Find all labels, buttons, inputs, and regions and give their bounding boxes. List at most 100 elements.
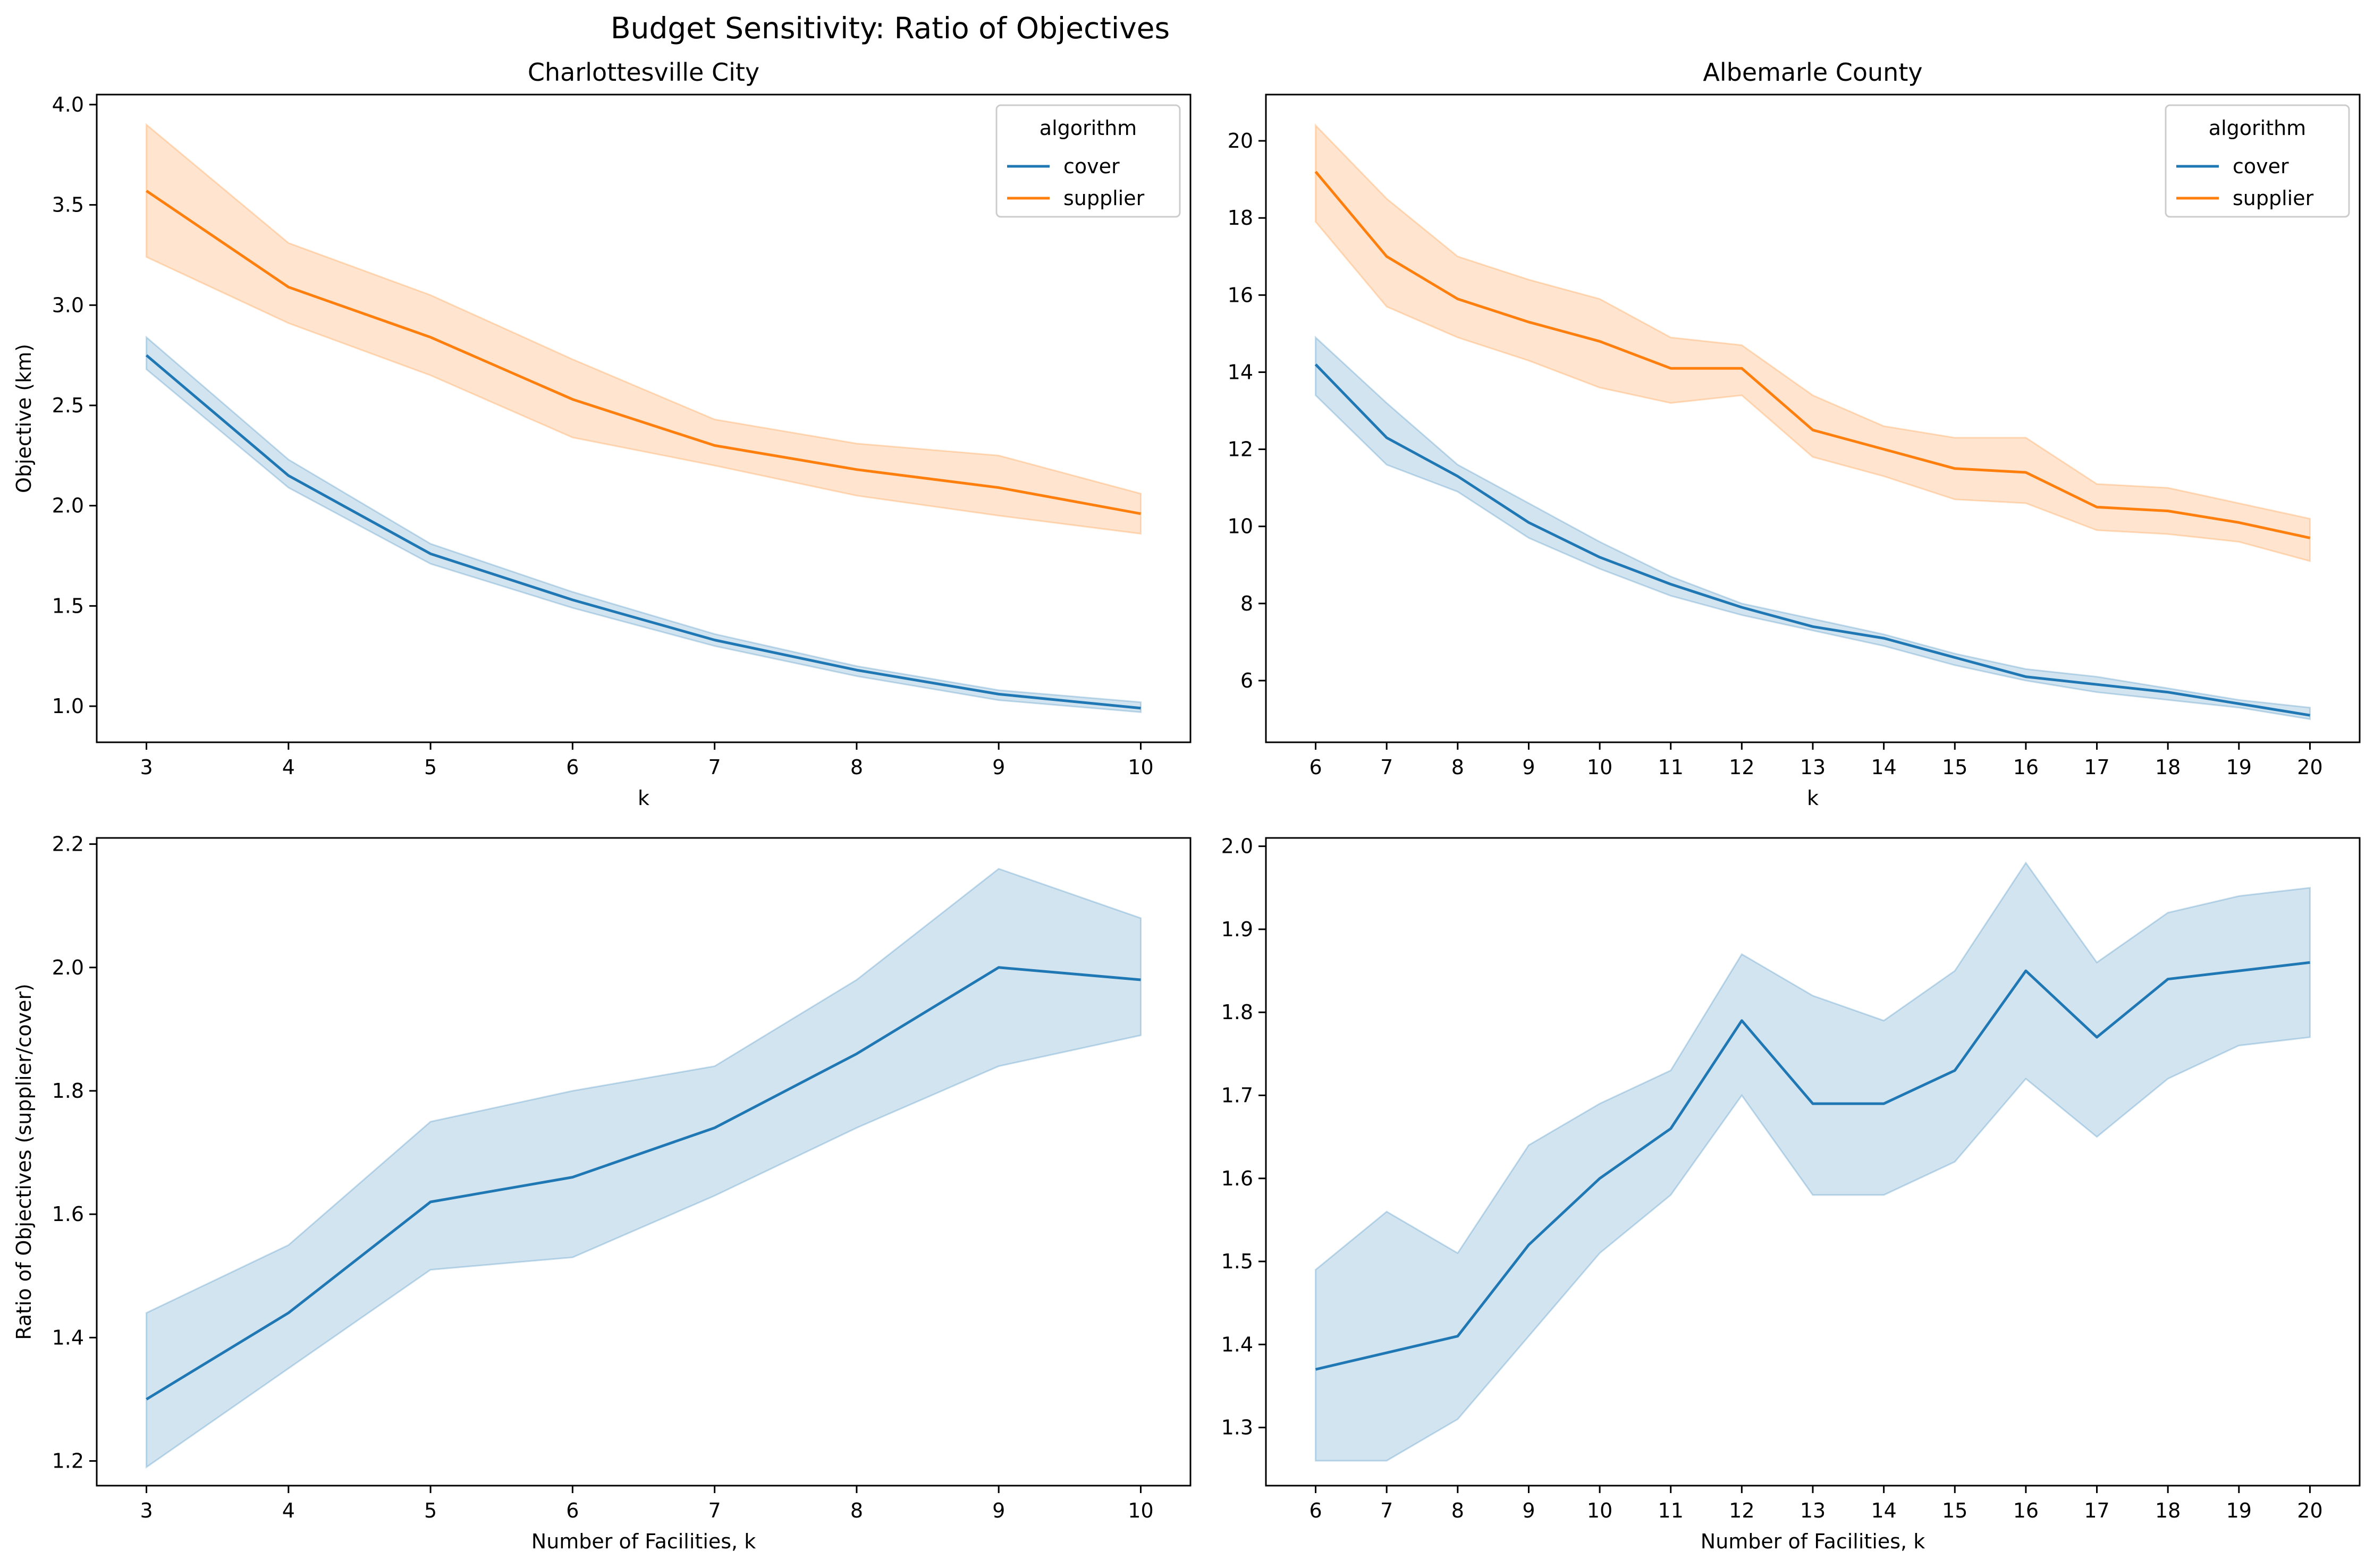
- cover-point: [856, 670, 857, 671]
- cover-point: [1528, 522, 1529, 523]
- x-tick-label: 16: [2013, 756, 2039, 779]
- y-tick-label: 14: [1228, 360, 1253, 384]
- figure-suptitle: Budget Sensitivity: Ratio of Objectives: [611, 11, 1170, 45]
- x-tick-label: 8: [1451, 1499, 1464, 1522]
- x-axis-label: k: [1807, 786, 1819, 810]
- y-tick-label: 1.0: [52, 694, 84, 718]
- y-tick-label: 6: [1240, 669, 1253, 692]
- x-tick-label: 6: [566, 1499, 579, 1522]
- x-tick-label: 5: [424, 1499, 437, 1522]
- x-tick-label: 10: [1128, 756, 1153, 779]
- y-tick-label: 1.9: [1221, 918, 1253, 941]
- cville-objective-axes-frame: [96, 94, 1192, 743]
- x-tick-label: 4: [282, 1499, 295, 1522]
- y-tick-label: 1.5: [1221, 1250, 1253, 1273]
- y-axis-label: Objective (km): [12, 344, 36, 493]
- x-tick-label: 20: [2297, 1499, 2322, 1522]
- x-tick-label: 5: [424, 756, 437, 779]
- y-tick-label: 2.0: [1221, 835, 1253, 858]
- x-tick-label: 11: [1658, 1499, 1684, 1522]
- supplier-confidence-band: [146, 123, 1142, 535]
- cover-series-line: [1314, 363, 2310, 717]
- cover-point: [2025, 676, 2026, 677]
- x-tick-label: 19: [2226, 1499, 2252, 1522]
- y-tick-label: 10: [1228, 515, 1253, 538]
- y-tick-label: 1.5: [52, 594, 84, 617]
- legend: algorithm cover supplier: [2165, 104, 2350, 218]
- legend-title: algorithm: [1040, 116, 1137, 140]
- x-tick-label: 13: [1800, 756, 1826, 779]
- x-tick-label: 4: [282, 756, 295, 779]
- y-tick-label: 12: [1228, 438, 1253, 461]
- legend-title: algorithm: [2209, 116, 2306, 140]
- x-tick-label: 12: [1729, 1499, 1754, 1522]
- y-tick-label: 2.2: [52, 833, 84, 856]
- x-tick-label: 14: [1871, 1499, 1896, 1522]
- supplier-point: [1528, 322, 1529, 323]
- albemarle-objective-panel: 6 7 8 9 10 11 12 13 14 15 16 17 18 19 20 6 8 10 12 14 16 18 20…: [1228, 58, 2361, 810]
- x-tick-label: 8: [850, 1499, 863, 1522]
- x-tick-label: 18: [2155, 1499, 2181, 1522]
- panel-title: Albemarle County: [1703, 58, 1922, 87]
- x-tick-label: 11: [1658, 756, 1684, 779]
- x-tick-label: 3: [140, 1499, 153, 1522]
- cover-point: [1457, 476, 1458, 477]
- ratio-point: [1528, 1244, 1529, 1245]
- x-tick-label: 15: [1942, 1499, 1967, 1522]
- cover-confidence-band: [1315, 335, 2311, 721]
- y-tick-label: 3.5: [52, 193, 84, 217]
- legend-box: [2165, 104, 2350, 218]
- y-tick-label: 1.6: [1221, 1167, 1253, 1190]
- supplier-point: [572, 399, 573, 400]
- supplier-point: [2238, 522, 2239, 523]
- x-tick-label: 8: [850, 756, 863, 779]
- supplier-point: [1883, 449, 1884, 450]
- ratio-point: [288, 1312, 289, 1313]
- ratio-series-line: [146, 966, 1141, 1401]
- legend-entry-cover: cover: [2233, 155, 2289, 178]
- panel-title: Charlottesville City: [528, 58, 759, 87]
- y-tick-label: 2.5: [52, 394, 84, 417]
- y-tick-label: 2.0: [52, 494, 84, 518]
- cville-ratio-axes-frame: [96, 837, 1192, 1487]
- x-tick-label: 13: [1800, 1499, 1826, 1522]
- albemarle-ratio-panel: 6 7 8 9 10 11 12 13 14 15 16 17 18 19 20 1.3 1.4 1.5 1.6 1.…: [1221, 835, 2361, 1553]
- legend-box: [995, 104, 1181, 218]
- y-tick-label: 3.0: [52, 293, 84, 317]
- x-tick-label: 7: [1380, 756, 1393, 779]
- y-tick-label: 2.0: [52, 956, 84, 979]
- y-tick-label: 1.4: [52, 1326, 84, 1349]
- y-tick-label: 1.8: [52, 1079, 84, 1103]
- y-tick-label: 4.0: [52, 93, 84, 116]
- x-tick-label: 18: [2155, 756, 2181, 779]
- x-axis-label: k: [638, 786, 649, 810]
- cover-point: [1883, 638, 1884, 639]
- legend-entry-cover: cover: [1063, 155, 1120, 178]
- legend-entry-supplier: supplier: [2233, 187, 2314, 210]
- x-tick-label: 7: [708, 1499, 721, 1522]
- x-tick-label: 6: [566, 756, 579, 779]
- ratio-point: [1315, 1369, 1316, 1370]
- cville-ratio-panel: 3 4 5 6 7 8 9 10 1.2 1.4 1.6 1.8 2.0 2.2 Number of Fac…: [12, 833, 1192, 1553]
- cover-point: [1315, 364, 1316, 365]
- supplier-series-line: [1314, 171, 2311, 539]
- supplier-point: [2025, 472, 2026, 473]
- cover-confidence-band: [146, 335, 1142, 714]
- x-axis-label: Number of Facilities, k: [1701, 1530, 1925, 1553]
- y-tick-label: 20: [1228, 129, 1253, 152]
- y-tick-label: 8: [1240, 592, 1253, 615]
- x-tick-label: 9: [1522, 756, 1535, 779]
- supplier-point: [856, 469, 857, 470]
- x-tick-label: 14: [1871, 756, 1896, 779]
- ratio-confidence-band: [1315, 861, 2311, 1462]
- ratio-confidence-band: [146, 868, 1142, 1469]
- x-tick-label: 12: [1729, 756, 1754, 779]
- supplier-point: [714, 445, 715, 446]
- x-tick-label: 6: [1309, 1499, 1322, 1522]
- x-tick-label: 9: [1522, 1499, 1535, 1522]
- x-tick-label: 10: [1128, 1499, 1153, 1522]
- x-axis-label: Number of Facilities, k: [531, 1530, 756, 1553]
- supplier-point: [1140, 513, 1141, 514]
- legend: algorithm cover supplier: [995, 104, 1181, 218]
- x-tick-label: 17: [2084, 756, 2109, 779]
